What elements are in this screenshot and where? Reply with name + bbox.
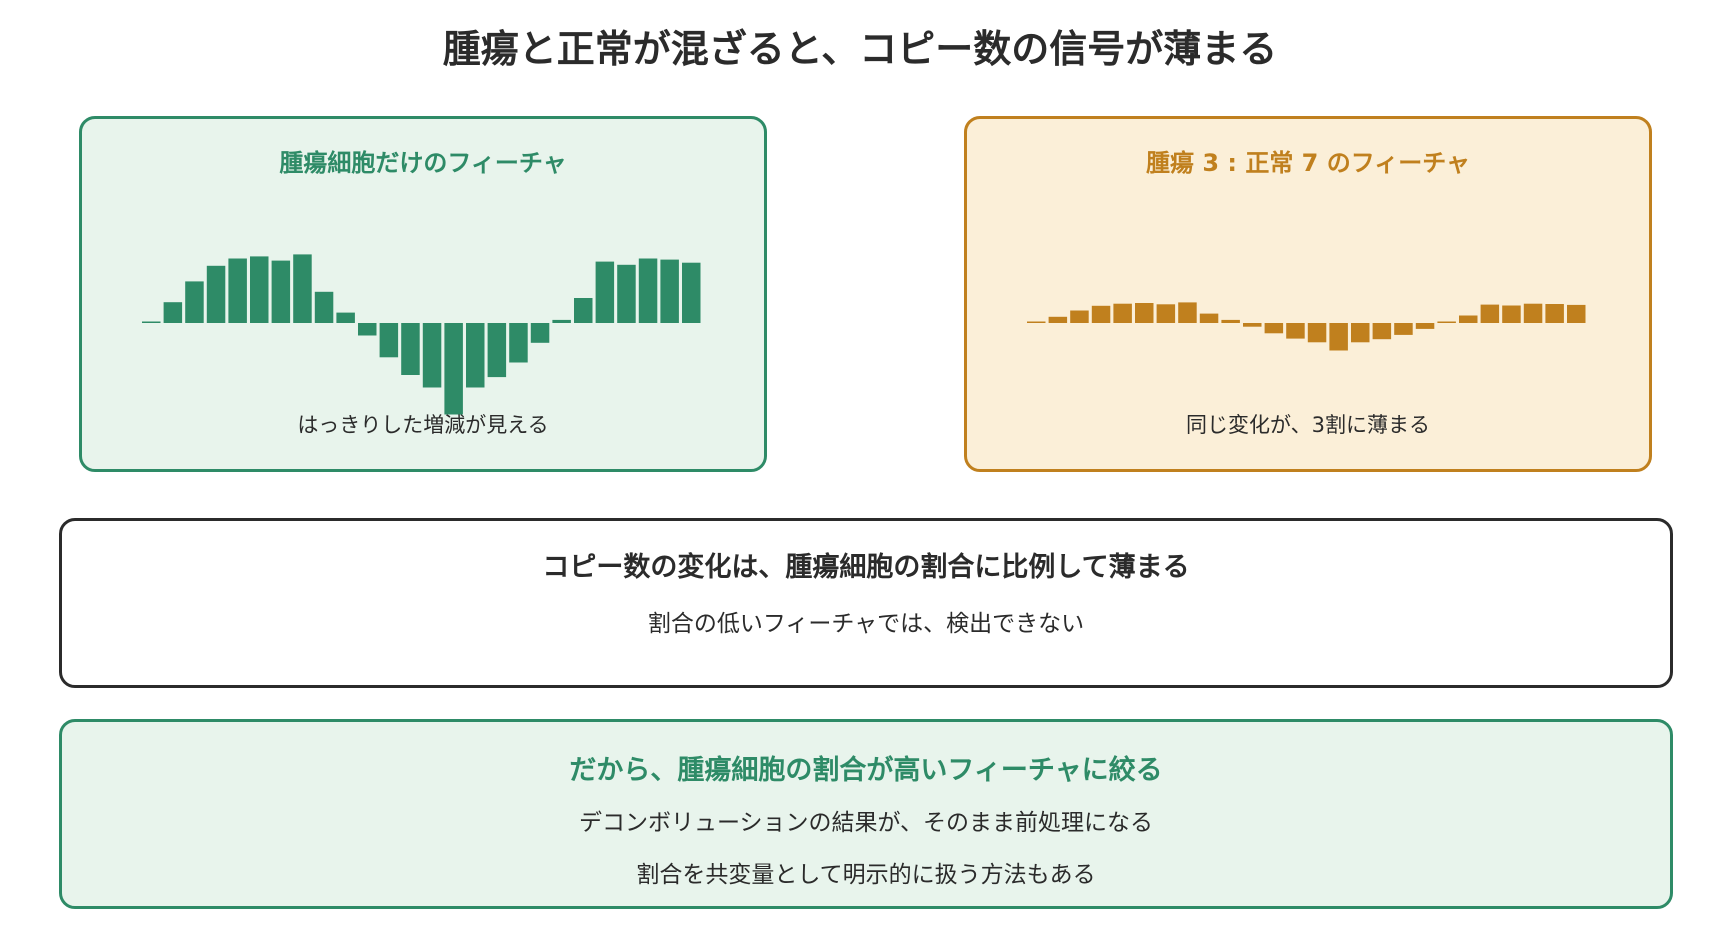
mixed-bar (1437, 321, 1456, 323)
mixed-bar (1286, 323, 1305, 339)
tumor-only-bar (379, 323, 399, 358)
page-title: 腫瘍と正常が混ざると、コピー数の信号が薄まる (442, 27, 1278, 71)
mixed-bar (1502, 305, 1521, 323)
mixed-bar (1567, 304, 1586, 323)
mixed-panel-caption: 同じ変化が、3割に薄まる (1186, 413, 1430, 437)
tumor-only-bar (142, 321, 161, 323)
mixed-bar (1221, 319, 1240, 323)
mixed-bar (1178, 302, 1197, 323)
mixed-bar (1415, 323, 1435, 329)
mixed-bar (1199, 313, 1219, 323)
mixed-bar (1264, 323, 1284, 334)
dilution-subtext: 割合の低いフィーチャでは、検出できない (647, 611, 1085, 637)
mixed-bar (1459, 315, 1478, 323)
tumor-only-bar (444, 323, 463, 415)
mixed-bar (1048, 316, 1068, 323)
tumor-only-bar (314, 291, 334, 323)
tumor-only-bar-chart (142, 254, 701, 415)
tumor-only-bar (660, 259, 679, 323)
tumor-only-bar (185, 281, 204, 323)
mixed-bar (1027, 321, 1046, 323)
tumor-only-bar (250, 256, 269, 323)
mixed-bar (1394, 323, 1413, 335)
tumor-only-bar (530, 323, 550, 343)
tumor-only-bar (358, 323, 377, 336)
tumor-only-bar (638, 258, 658, 323)
tumor-only-bar (682, 262, 701, 323)
mixed-bar (1135, 303, 1154, 323)
mixed-bar (1372, 323, 1392, 340)
mixed-bar (1329, 323, 1348, 351)
mixed-bar (1351, 323, 1370, 343)
mixed-bar (1091, 305, 1111, 323)
conclusion-line-deconvolution: デコンボリューションの結果が、そのまま前処理になる (578, 810, 1154, 836)
tumor-only-bar (336, 312, 355, 323)
conclusion-line-covariate: 割合を共変量として明示的に扱う方法もある (636, 862, 1096, 888)
tumor-only-bar (509, 323, 528, 363)
mixed-bar (1523, 303, 1543, 323)
dilution-explanation-box: コピー数の変化は、腫瘍細胞の割合に比例して薄まる 割合の低いフィーチャでは、検出… (59, 518, 1673, 688)
tumor-only-bar (228, 258, 247, 323)
mixed-bar (1156, 304, 1176, 323)
tumor-only-bar (401, 323, 420, 375)
dilution-heading: コピー数の変化は、腫瘍細胞の割合に比例して薄まる (542, 552, 1190, 583)
mixed-bar (1545, 304, 1564, 323)
tumor-only-bar (466, 323, 485, 388)
mixed-panel: 腫瘍 3 : 正常 7 のフィーチャ 同じ変化が、3割に薄まる (964, 116, 1652, 472)
mixed-bar (1480, 304, 1500, 323)
mixed-bar (1307, 323, 1327, 343)
tumor-only-bar (206, 265, 226, 323)
tumor-only-bar (595, 261, 615, 323)
conclusion-box: だから、腫瘍細胞の割合が高いフィーチャに絞る デコンボリューションの結果が、その… (59, 719, 1673, 909)
tumor-only-panel-caption: はっきりした増減が見える (297, 413, 549, 437)
tumor-only-panel: 腫瘍細胞だけのフィーチャ はっきりした増減が見える (79, 116, 767, 472)
tumor-only-bar (163, 302, 183, 323)
tumor-only-bar (293, 254, 312, 323)
tumor-only-panel-title: 腫瘍細胞だけのフィーチャ (279, 149, 567, 177)
mixed-panel-title: 腫瘍 3 : 正常 7 のフィーチャ (1145, 149, 1471, 177)
mixed-bar (1113, 303, 1132, 323)
mixed-bar (1070, 310, 1089, 323)
tumor-only-bar (487, 323, 507, 378)
mixed-bar (1243, 323, 1262, 327)
tumor-only-bar (552, 319, 571, 323)
tumor-only-bar (617, 264, 636, 323)
tumor-only-bar (271, 260, 291, 323)
mixed-bar-chart (1027, 302, 1586, 351)
tumor-only-bar (574, 298, 593, 323)
tumor-only-bar (422, 323, 442, 388)
conclusion-heading: だから、腫瘍細胞の割合が高いフィーチャに絞る (569, 755, 1163, 786)
